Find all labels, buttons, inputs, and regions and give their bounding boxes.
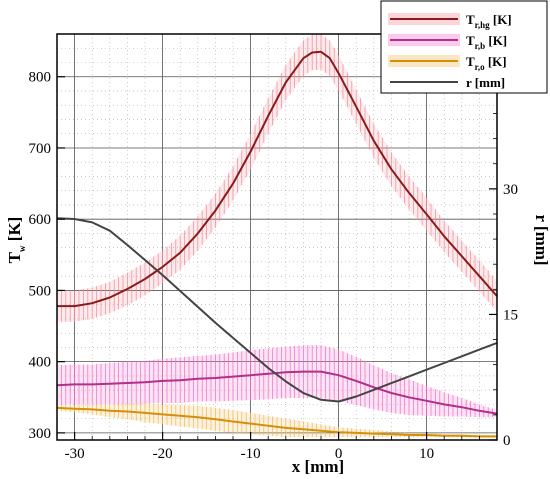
legend-box xyxy=(380,0,548,94)
x-tick-label: -20 xyxy=(153,446,173,462)
y-left-tick-label: 700 xyxy=(29,141,52,157)
uncertainty-bands xyxy=(56,34,498,438)
legend-label: Tr,o [K] xyxy=(466,54,507,72)
legend-label: r [mm] xyxy=(466,75,505,90)
series-line-r,hg xyxy=(57,50,498,308)
series-line-r xyxy=(56,217,498,403)
x-tick-label: 0 xyxy=(335,446,343,462)
plot-frame xyxy=(56,33,498,441)
series-lines xyxy=(56,50,498,438)
y-right-tick-label: 30 xyxy=(503,182,518,198)
y-right-tick-label: 15 xyxy=(503,307,518,323)
legend-label: Tr,hg [K] xyxy=(466,12,512,30)
x-tick-label: 10 xyxy=(419,446,434,462)
y-left-tick-label: 800 xyxy=(29,70,52,86)
x-tick-label: -30 xyxy=(65,446,85,462)
y-left-axis-label: Tw [K] xyxy=(5,217,27,264)
series-line-r,b xyxy=(56,370,498,415)
legend: Tr,hg [K] Tr,b [K] Tr,o [K] r [mm] xyxy=(380,0,548,94)
y-right-tick-label: 0 xyxy=(503,433,511,449)
x-axis-label: x [mm] xyxy=(292,457,344,476)
y-left-tick-label: 300 xyxy=(29,426,52,442)
y-left-tick-label: 600 xyxy=(29,212,52,228)
y-right-axis-label: r [mm] xyxy=(532,214,550,265)
y-left-tick-label: 400 xyxy=(29,355,52,371)
x-tick-label: -10 xyxy=(241,446,261,462)
legend-label: Tr,b [K] xyxy=(466,33,507,51)
axis-ticks: -30 -20 -10 0 10 300 400 500 600 700 800 0 15 30 xyxy=(29,37,518,462)
y-left-tick-label: 500 xyxy=(29,283,52,299)
axis-labels: x [mm] Tw [K] r [mm] xyxy=(5,214,550,476)
y-left-axis-label-text: Tw [K] xyxy=(5,217,27,264)
series-line-r,o xyxy=(56,406,497,438)
